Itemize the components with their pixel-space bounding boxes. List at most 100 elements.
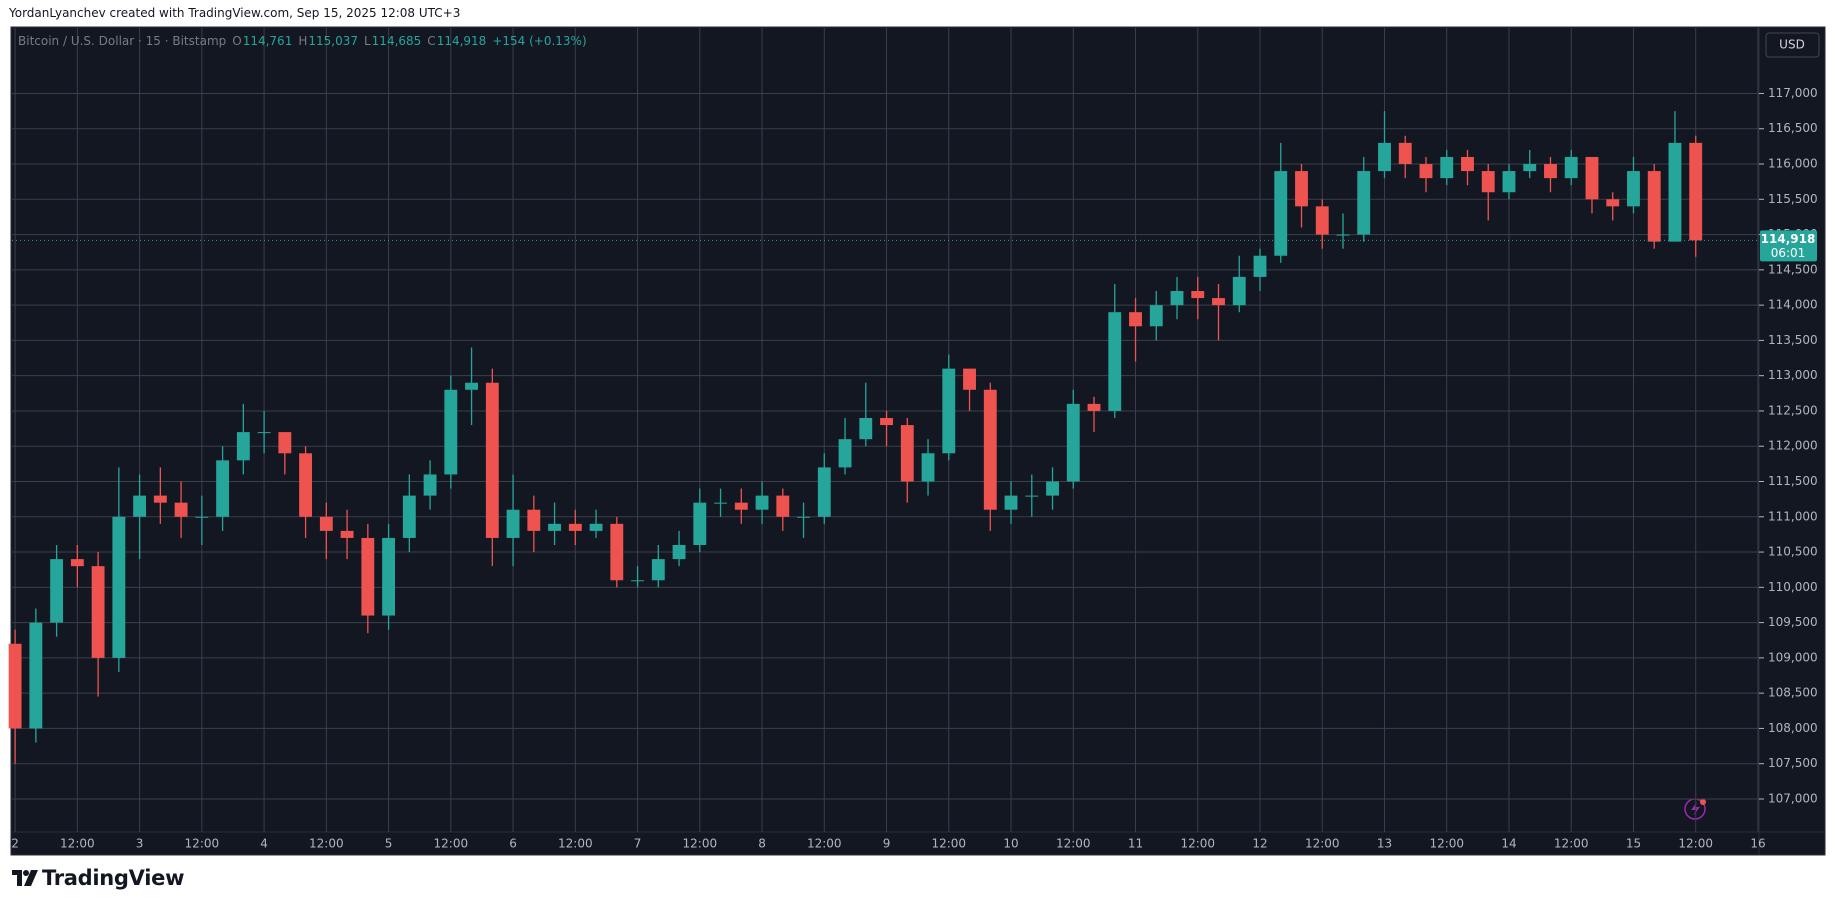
candle-body bbox=[1046, 481, 1059, 496]
candle-body bbox=[900, 425, 914, 482]
y-tick-label: 111,000 bbox=[1768, 509, 1818, 523]
candle-body bbox=[1606, 199, 1620, 207]
y-tick-label: 107,500 bbox=[1768, 756, 1818, 770]
candle-body bbox=[651, 559, 665, 581]
x-tick-label: 2 bbox=[11, 837, 19, 851]
candle-body bbox=[236, 432, 250, 461]
candle-body bbox=[548, 523, 561, 531]
last-price-label: 114,918 bbox=[1761, 232, 1816, 246]
candle-body bbox=[776, 495, 790, 517]
currency-button[interactable] bbox=[1765, 32, 1820, 58]
y-tick-label: 114,000 bbox=[1768, 298, 1818, 312]
candle-body bbox=[589, 523, 603, 531]
y-tick-label: 112,500 bbox=[1768, 403, 1818, 417]
candle-body bbox=[983, 389, 997, 510]
x-tick-label: 12:00 bbox=[683, 837, 718, 851]
candle-body bbox=[1336, 234, 1350, 236]
y-tick-label: 111,500 bbox=[1768, 474, 1818, 488]
x-tick-label: 13 bbox=[1377, 837, 1392, 851]
candle-body bbox=[1295, 171, 1308, 207]
candle-body bbox=[1129, 312, 1142, 327]
candle-body bbox=[631, 580, 644, 582]
x-tick-label: 7 bbox=[634, 837, 642, 851]
x-tick-label: 12:00 bbox=[434, 837, 469, 851]
x-tick-label: 12:00 bbox=[1180, 837, 1215, 851]
icon-dot[interactable] bbox=[1700, 799, 1706, 805]
candle-body bbox=[734, 502, 748, 510]
ohlc-key: H bbox=[298, 34, 308, 48]
candle-body bbox=[1647, 171, 1661, 242]
candle-body bbox=[1066, 403, 1080, 482]
ohlc-value: 114,918 bbox=[436, 34, 487, 48]
candle-body bbox=[8, 643, 22, 729]
y-tick-label: 113,000 bbox=[1768, 368, 1818, 382]
ohlc-key: C bbox=[427, 34, 436, 48]
candle-body bbox=[942, 368, 956, 454]
candle-body bbox=[361, 537, 375, 616]
y-tick-label: 115,500 bbox=[1768, 192, 1818, 206]
candle-body bbox=[859, 418, 873, 440]
candle-body bbox=[278, 432, 292, 454]
candle-body bbox=[1191, 291, 1205, 299]
candle-body bbox=[257, 432, 271, 434]
credit: YordanLyanchev created with TradingView.… bbox=[9, 6, 461, 20]
candle-body bbox=[1502, 171, 1516, 193]
x-tick-label: 3 bbox=[136, 837, 144, 851]
candle-body bbox=[693, 502, 707, 545]
candle-body bbox=[1689, 142, 1703, 241]
candle-body bbox=[506, 509, 520, 538]
logo-part bbox=[24, 870, 38, 886]
candle-body bbox=[921, 453, 935, 482]
currency[interactable]: USD bbox=[1779, 38, 1805, 52]
candle-body bbox=[1481, 171, 1495, 193]
logo bbox=[12, 870, 38, 886]
chart-background bbox=[10, 26, 1826, 856]
candle-body bbox=[797, 516, 810, 518]
ohlc-value: 114,761 bbox=[242, 34, 293, 48]
candle-body bbox=[402, 495, 416, 538]
candle-body bbox=[1419, 164, 1433, 179]
candle-body bbox=[1149, 305, 1163, 327]
x-tick-label: 12:00 bbox=[931, 837, 966, 851]
candle-body bbox=[1170, 291, 1184, 306]
last-price-box bbox=[1760, 230, 1817, 262]
countdown: 06:01 bbox=[1771, 246, 1806, 260]
candle-body bbox=[133, 495, 147, 517]
candle-body bbox=[465, 382, 479, 390]
y-tick-label: 107,000 bbox=[1768, 791, 1818, 805]
x-tick-label: 12:00 bbox=[60, 837, 95, 851]
candle-body bbox=[1564, 156, 1578, 179]
candle-body bbox=[1668, 142, 1682, 242]
y-tick-label: 114,500 bbox=[1768, 262, 1818, 276]
candle-body bbox=[153, 495, 167, 503]
ohlc-value: 114,685 bbox=[371, 34, 422, 48]
x-tick-label: 12 bbox=[1252, 837, 1267, 851]
candle-body bbox=[485, 382, 499, 538]
logo-part bbox=[12, 870, 22, 886]
x-tick-label: 15 bbox=[1626, 837, 1641, 851]
y-tick-label: 109,500 bbox=[1768, 615, 1818, 629]
candle-body bbox=[1253, 255, 1267, 277]
ohlc-key: L bbox=[363, 34, 371, 48]
x-tick-label: 14 bbox=[1501, 837, 1516, 851]
x-tick-label: 6 bbox=[509, 837, 517, 851]
candle-body bbox=[672, 544, 686, 560]
y-tick-label: 109,000 bbox=[1768, 650, 1818, 664]
candle-body bbox=[340, 530, 354, 538]
x-tick-label: 12:00 bbox=[309, 837, 344, 851]
candle-body bbox=[1585, 156, 1599, 200]
x-tick-label: 4 bbox=[260, 837, 268, 851]
candle-body bbox=[1461, 156, 1474, 172]
candle-body bbox=[1357, 171, 1371, 235]
candle-body bbox=[610, 523, 624, 581]
y-tick-label: 116,000 bbox=[1768, 157, 1818, 171]
y-tick-label: 116,500 bbox=[1768, 121, 1818, 135]
x-tick-label: 16 bbox=[1750, 837, 1765, 851]
candle-body bbox=[527, 509, 541, 531]
candle-body bbox=[1378, 142, 1391, 172]
y-tick-label: 112,000 bbox=[1768, 439, 1818, 453]
candle-body bbox=[714, 502, 727, 504]
x-tick-label: 12:00 bbox=[1056, 837, 1091, 851]
candle-body bbox=[195, 516, 209, 518]
